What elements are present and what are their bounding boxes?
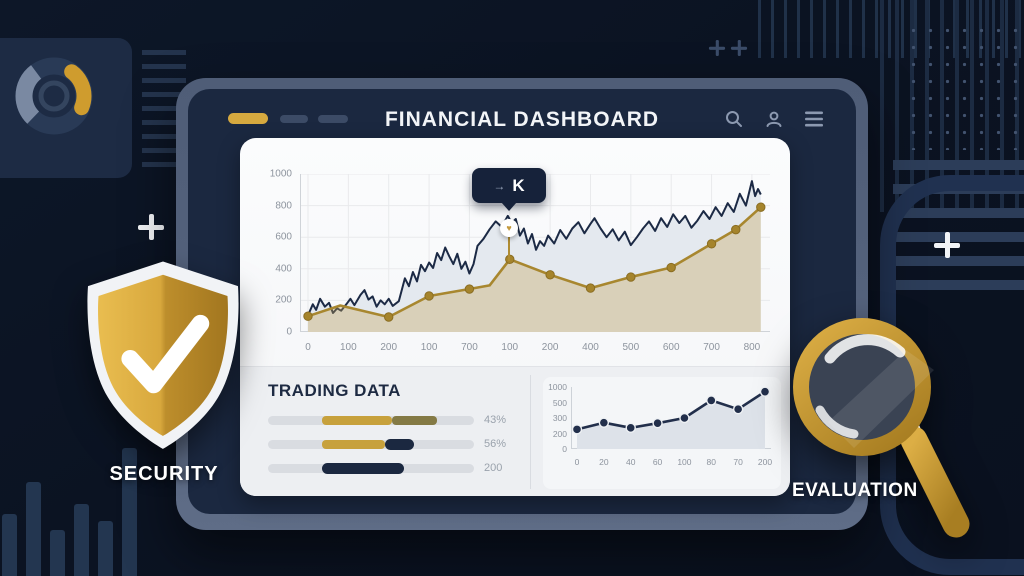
x-tick-label: 700 [703,342,720,353]
x-tick-label: 100 [501,342,519,353]
chart-pin-line [508,237,510,261]
x-tick-label: 100 [420,342,438,353]
main-chart-x-axis: 0 100 200 100 700 100 200 400 500 600 700 800 [240,138,790,366]
chart-tooltip[interactable]: → K [472,168,546,203]
window-pill[interactable] [318,115,348,123]
page-title: FINANCIAL DASHBOARD [384,108,660,131]
x-tick-label: 800 [743,342,761,353]
chart-pin-marker[interactable]: ♥ [500,219,518,237]
x-tick-label: 100 [677,457,692,467]
security-shield [68,258,258,463]
bar-segment [321,416,392,425]
y-tick-label: 500 [552,397,567,408]
x-tick-label: 70 [733,457,743,467]
x-tick-label: 20 [599,457,609,467]
y-tick-label: 600 [275,231,292,243]
x-tick-label: 600 [662,342,680,353]
search-icon[interactable] [724,109,744,129]
bar-segment [391,416,437,425]
main-chart: 1000 800 600 400 200 0 0 100 200 100 700 100 200 400… [240,138,790,366]
evaluation-badge: EVALUATION [792,480,918,501]
y-tick-label: 1000 [548,382,567,392]
y-tick-label: 1000 [269,168,292,180]
y-tick-label: 200 [275,294,292,306]
user-icon[interactable] [764,109,784,129]
window-pill-active[interactable] [228,113,268,124]
security-badge: SECURITY [109,463,219,485]
x-tick-label: 200 [380,342,398,353]
x-tick-label: 200 [541,342,559,353]
mini-chart: 1000 500 300 200 0 0 20 40 60 100 80 70 200 [543,377,781,489]
y-tick-label: 300 [552,413,567,423]
tooltip-label: K [512,175,525,195]
mini-chart-x-axis: 0 20 40 60 100 80 70 200 [543,377,781,489]
window-pill[interactable] [280,115,308,123]
menu-icon[interactable] [804,110,824,128]
x-tick-label: 100 [340,342,357,353]
tooltip-arrow-icon: → [493,178,506,193]
x-tick-label: 0 [574,457,580,467]
y-tick-label: 800 [275,200,292,212]
bg-donut-card [0,38,132,178]
dashboard-card: 1000 800 600 400 200 0 0 100 200 100 700 100 200 400… [240,138,790,496]
trading-bars: 43% 56% 200 [268,414,506,488]
x-tick-label: 700 [461,342,478,353]
main-chart-y-axis: 1000 800 600 400 200 0 [240,138,790,366]
bottom-section: TRADING DATA 43% 56% 200 1000 500 300 200 0 0 2… [240,366,790,496]
x-tick-label: 0 [305,342,311,353]
bar-segment [321,440,386,449]
plus-icon [708,39,726,57]
x-tick-label: 400 [582,342,599,353]
bar-value-label: 43% [484,414,507,426]
bar-value-label: 56% [484,438,507,450]
bg-bar-chart-silhouette [2,426,152,576]
plus-icon [138,214,164,240]
plus-icon [934,232,960,258]
x-tick-label: 60 [652,457,663,467]
bar-value-label: 200 [484,462,503,474]
x-tick-label: 80 [706,457,717,467]
bar-segment [385,439,415,450]
x-tick-label: 500 [622,342,640,353]
trading-data-heading: TRADING DATA [268,381,401,400]
trading-bar-row: 200 [268,462,502,474]
magnifier-icon [793,318,970,538]
plus-icon [730,39,748,57]
y-tick-label: 0 [286,326,292,338]
shield-check-icon [87,261,239,449]
y-tick-label: 200 [552,428,567,439]
mini-chart-y-axis: 1000 500 300 200 0 [543,377,781,489]
x-tick-label: 40 [625,457,636,467]
donut-chart-icon [15,57,93,135]
mini-chart-plot[interactable] [571,386,771,449]
evaluation-magnifier [788,312,1020,557]
trading-bar-row: 56% [268,438,506,450]
x-tick-label: 200 [757,457,773,467]
section-divider [530,375,531,489]
bar-segment [321,463,404,474]
y-tick-label: 0 [562,444,567,454]
y-tick-label: 400 [275,263,292,275]
trading-bar-row: 43% [268,414,506,426]
bg-dot-grid [905,22,1024,150]
